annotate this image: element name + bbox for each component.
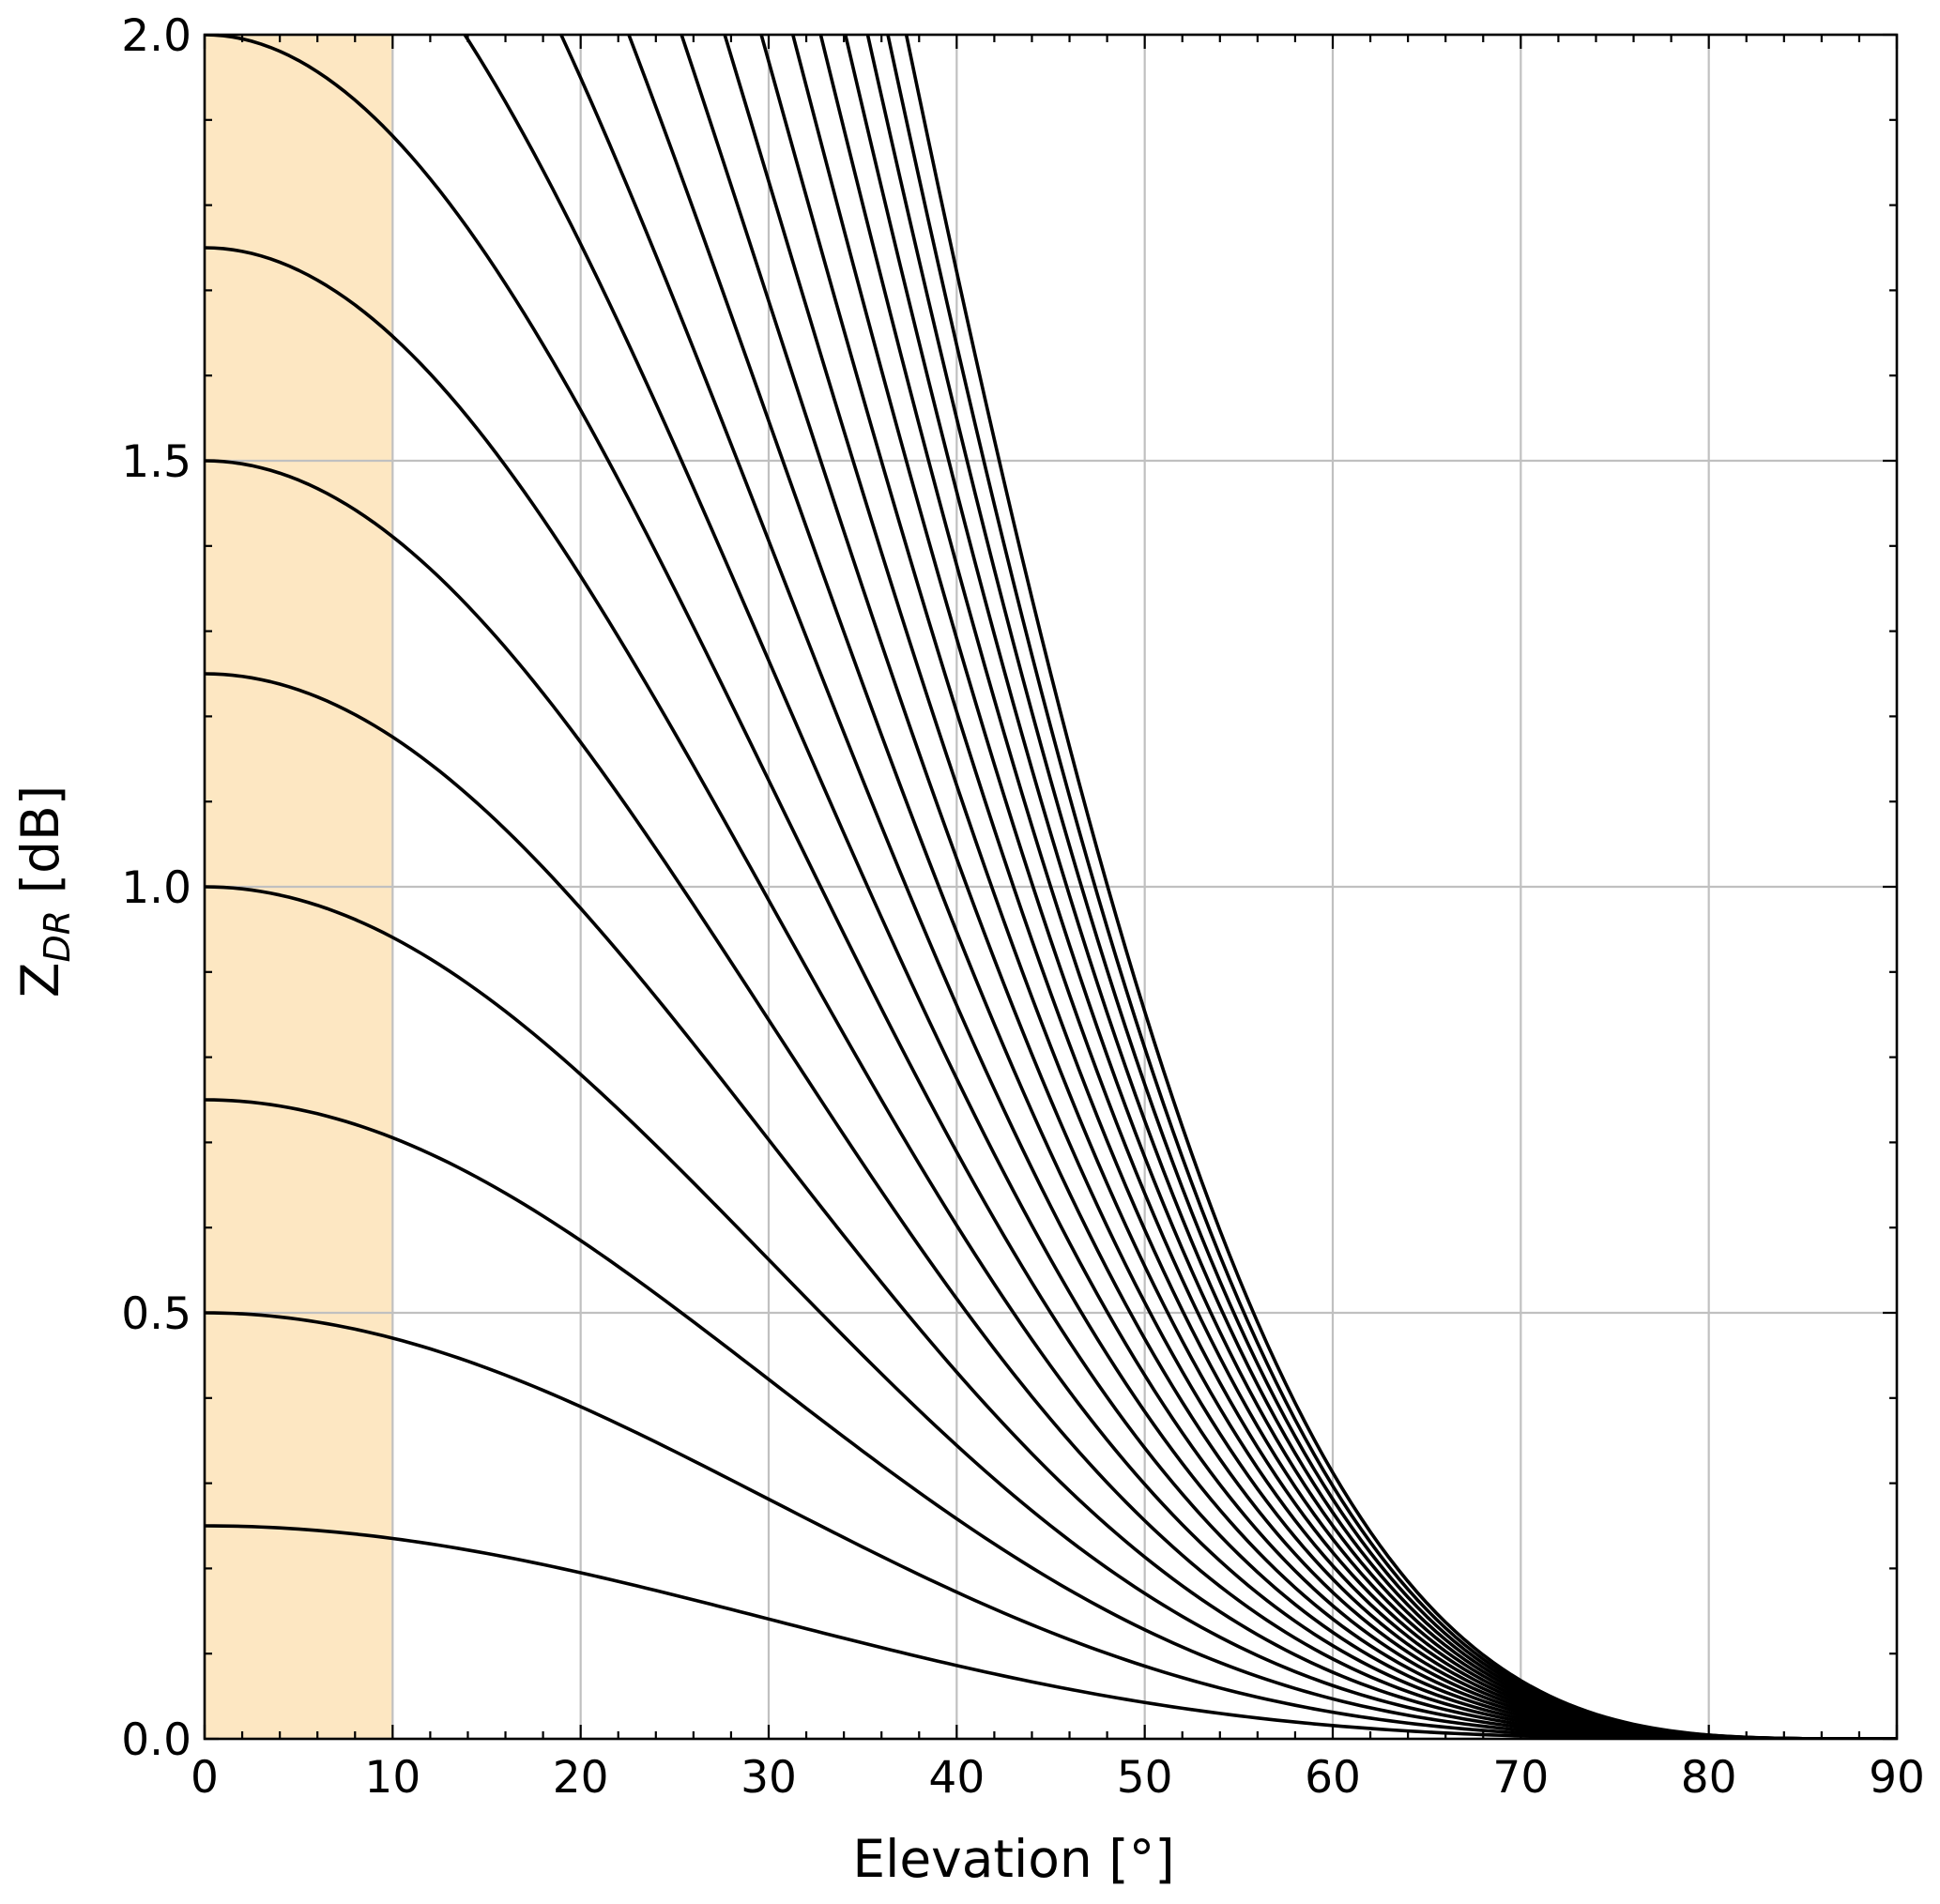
series-line-17 <box>843 35 1897 1739</box>
y-tick-label: 1.0 <box>121 862 191 914</box>
axes: 0 10 20 30 40 50 60 70 80 90 0.0 0.5 1.0 1.5 2.0 <box>121 10 1925 1804</box>
x-tick-label: 90 <box>1869 1752 1925 1804</box>
series-line-13 <box>723 35 1897 1739</box>
series-line-19 <box>886 35 1897 1739</box>
x-tick-label: 40 <box>928 1752 985 1804</box>
series-line-11 <box>627 35 1897 1739</box>
series-line-15 <box>790 35 1897 1739</box>
x-tick-label: 0 <box>191 1752 219 1804</box>
y-tick-label: 2.0 <box>121 10 191 62</box>
x-tick-label: 80 <box>1681 1752 1737 1804</box>
series-group <box>205 35 1897 1739</box>
y-tick-label: 1.5 <box>121 436 191 488</box>
x-tick-label: 20 <box>553 1752 609 1804</box>
series-line-16 <box>818 35 1897 1739</box>
y-axis-label-unit: [dB] <box>10 785 70 910</box>
x-axis-label: Elevation [°] <box>852 1829 1174 1889</box>
y-tick-label: 0.0 <box>121 1714 191 1766</box>
series-line-12 <box>680 35 1897 1739</box>
y-tick-label: 0.5 <box>121 1288 191 1340</box>
x-tick-label: 70 <box>1492 1752 1549 1804</box>
x-tick-label: 10 <box>364 1752 420 1804</box>
series-line-14 <box>759 35 1897 1739</box>
series-line-9 <box>463 35 1897 1739</box>
series-line-20 <box>904 35 1897 1739</box>
y-axis-label-subscript: DR <box>37 910 78 963</box>
series-line-18 <box>865 35 1897 1739</box>
x-tick-label: 50 <box>1117 1752 1173 1804</box>
plot-area <box>203 33 1899 1741</box>
y-axis-label: ZDR [dB] <box>10 785 78 998</box>
series-line-10 <box>558 35 1897 1739</box>
y-axis-label-main: Z <box>10 963 70 998</box>
x-tick-label: 60 <box>1305 1752 1361 1804</box>
x-tick-label: 30 <box>741 1752 797 1804</box>
